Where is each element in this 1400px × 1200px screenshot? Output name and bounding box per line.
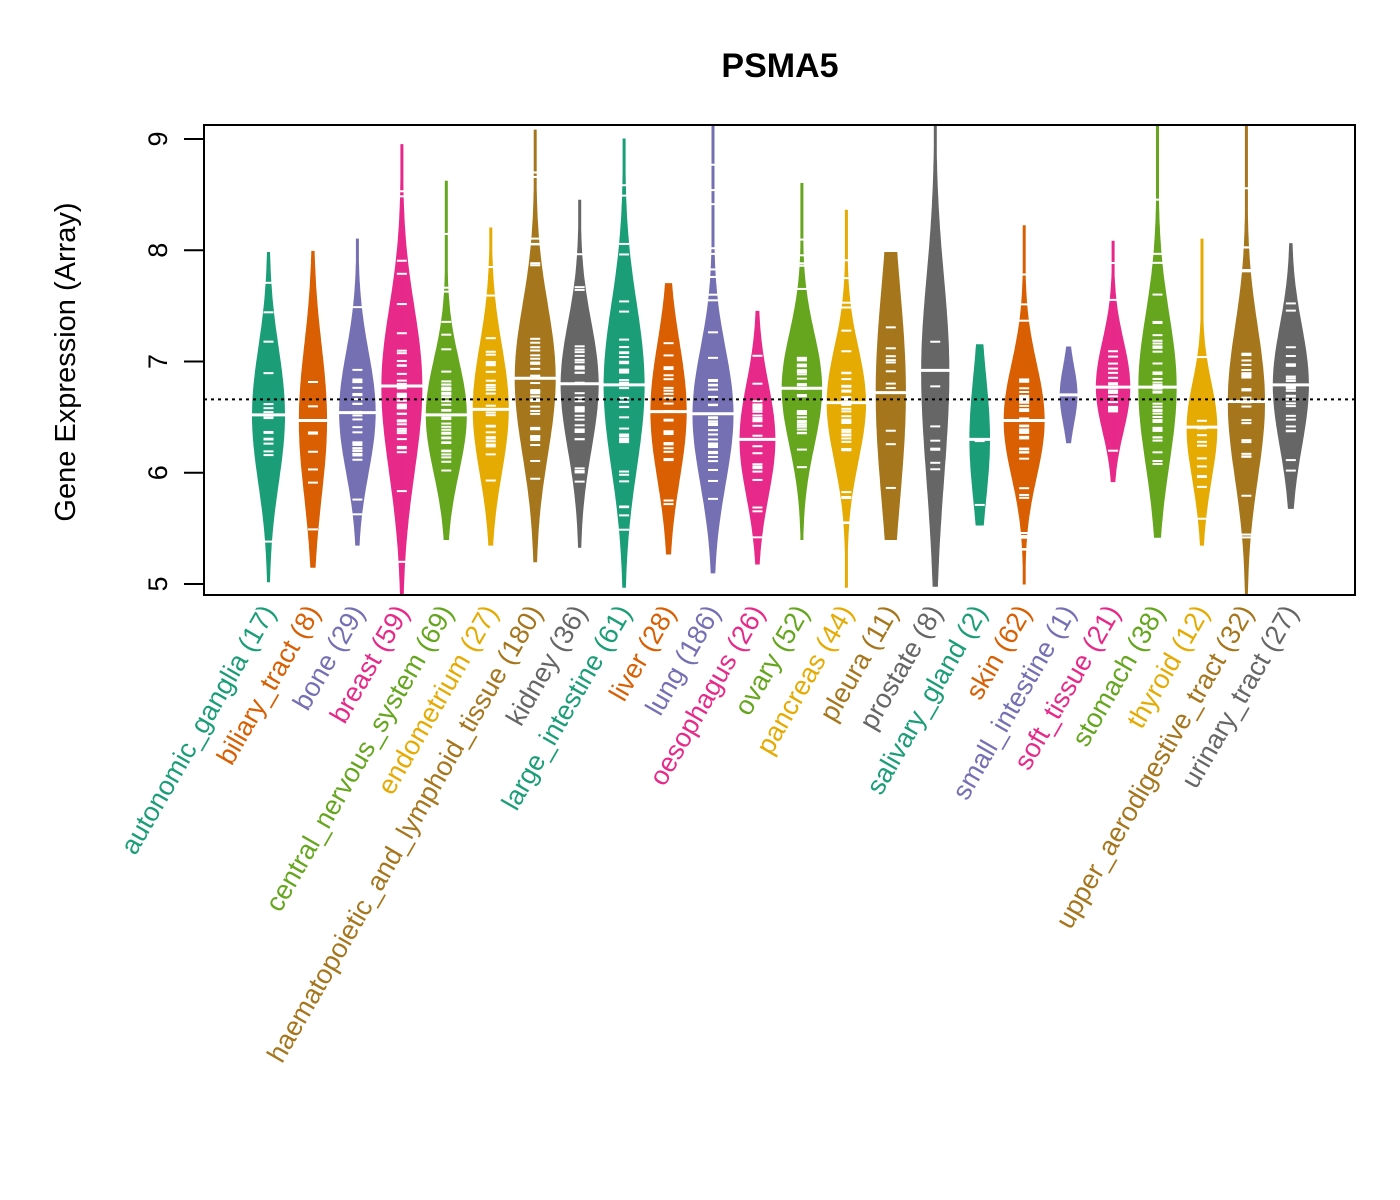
violin-layer: [250, 125, 1311, 595]
x-axis-labels: autonomic_ganglia (17)biliary_tract (8)b…: [115, 600, 1304, 1067]
y-tick-label: 7: [143, 354, 173, 369]
violin-urinary_tract: [1271, 243, 1311, 509]
violin-kidney: [559, 199, 601, 548]
y-axis: 5 6 7 8 9: [143, 131, 204, 592]
violin-small_intestine: [1058, 346, 1079, 444]
violin-breast: [379, 144, 424, 595]
y-tick-label: 9: [143, 131, 173, 146]
violin-haematopoietic_and_lymphoid_tissue: [513, 129, 558, 563]
violin-large_intestine: [602, 138, 647, 588]
violin-autonomic_ganglia: [250, 252, 287, 583]
violin-ovary: [780, 183, 824, 540]
violin-biliary_tract: [297, 250, 329, 568]
violin-upper_aerodigestive_tract: [1226, 125, 1267, 595]
violin-thyroid: [1185, 238, 1219, 546]
violin-prostate: [919, 125, 951, 587]
plot-area-border: [203, 124, 1356, 596]
violin-salivary_gland: [967, 344, 992, 526]
violin-liver: [648, 283, 689, 555]
violin-pleura: [874, 252, 908, 540]
violin-pancreas: [825, 209, 868, 588]
violin-central_nervous_system: [424, 180, 469, 540]
y-tick-label: 6: [143, 465, 173, 480]
y-axis-label: Gene Expression (Array): [50, 202, 82, 521]
violin-oesophagus: [738, 310, 777, 565]
violin-stomach: [1136, 125, 1179, 538]
violin-bone: [337, 238, 378, 546]
violin-lung: [691, 125, 735, 574]
y-tick-label: 8: [143, 243, 173, 258]
violin-soft_tissue: [1094, 240, 1132, 483]
violin-skin: [1002, 225, 1047, 585]
y-tick-label: 5: [143, 576, 173, 591]
chart-title: PSMA5: [721, 47, 838, 85]
violin-endometrium: [471, 227, 511, 546]
